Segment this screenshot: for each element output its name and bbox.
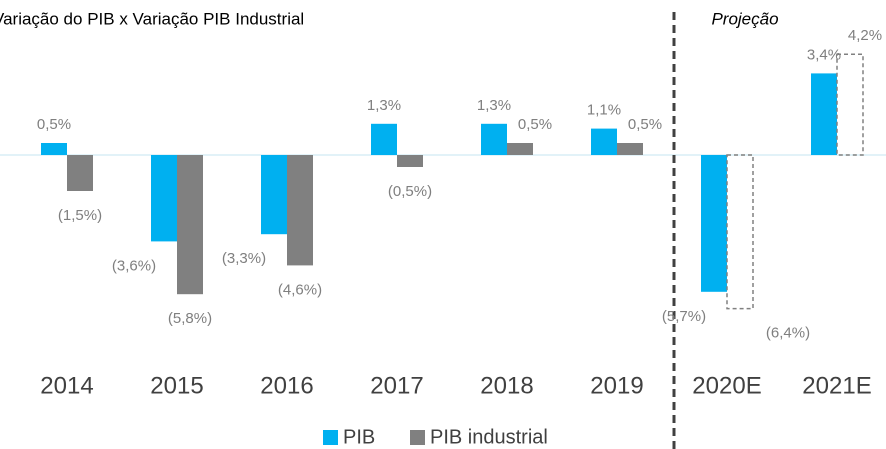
bar bbox=[617, 143, 643, 155]
x-tick-label: 2019 bbox=[590, 372, 643, 399]
value-label: (1,5%) bbox=[58, 207, 102, 224]
legend-label: PIB bbox=[343, 426, 375, 448]
annotation: Projeção bbox=[711, 9, 778, 28]
x-tick-label: 2015 bbox=[150, 372, 203, 399]
x-tick-label: 2017 bbox=[370, 372, 423, 399]
bar bbox=[67, 155, 93, 191]
value-label: 4,2% bbox=[848, 27, 882, 44]
value-label: (4,6%) bbox=[278, 281, 322, 298]
value-label: 0,5% bbox=[518, 116, 552, 133]
bar bbox=[811, 73, 837, 155]
chart-title: Variação do PIB x Variação PIB Industria… bbox=[0, 9, 304, 28]
value-label: 3,4% bbox=[807, 46, 841, 63]
bar bbox=[397, 155, 423, 167]
bar bbox=[371, 123, 397, 155]
value-label: (5,7%) bbox=[662, 308, 706, 325]
x-tick-label: 2014 bbox=[40, 372, 93, 399]
bar bbox=[507, 143, 533, 155]
x-tick-label: 2020E bbox=[692, 372, 761, 399]
value-label: 1,3% bbox=[367, 97, 401, 114]
legend-label: PIB industrial bbox=[430, 426, 548, 448]
value-label: (5,8%) bbox=[168, 310, 212, 327]
legend-swatch bbox=[323, 430, 338, 445]
bar bbox=[591, 128, 617, 155]
bar bbox=[287, 155, 313, 266]
value-label: (0,5%) bbox=[388, 183, 432, 200]
value-label: (3,3%) bbox=[222, 250, 266, 267]
value-label: (3,6%) bbox=[112, 257, 156, 274]
x-tick-label: 2018 bbox=[480, 372, 533, 399]
value-label: 0,5% bbox=[628, 116, 662, 133]
value-label: 0,5% bbox=[37, 116, 71, 133]
bar bbox=[151, 155, 177, 242]
legend-swatch bbox=[410, 430, 425, 445]
value-label: 1,3% bbox=[477, 97, 511, 114]
bar bbox=[41, 143, 67, 155]
value-label: 1,1% bbox=[587, 102, 621, 119]
x-tick-label: 2021E bbox=[802, 372, 871, 399]
bar bbox=[836, 53, 864, 156]
bar bbox=[726, 154, 754, 310]
value-label: (6,4%) bbox=[766, 325, 810, 342]
bar bbox=[177, 155, 203, 295]
bar bbox=[701, 155, 727, 292]
bar bbox=[481, 123, 507, 155]
x-tick-label: 2016 bbox=[260, 372, 313, 399]
bar bbox=[261, 155, 287, 235]
